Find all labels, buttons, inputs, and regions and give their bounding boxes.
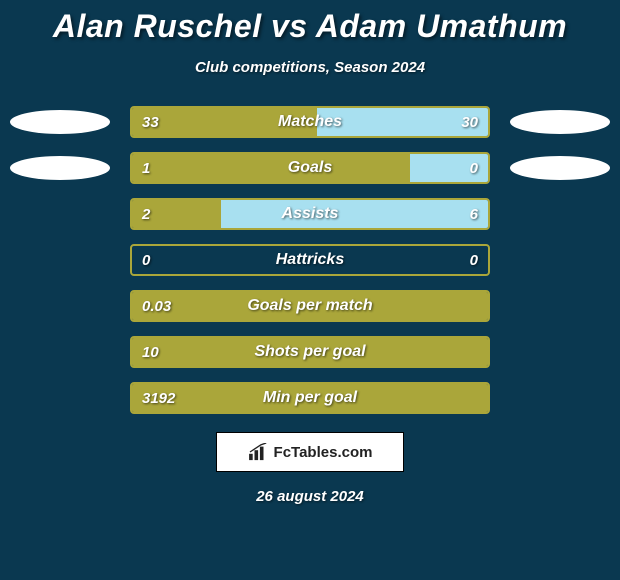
stat-label: Assists bbox=[132, 200, 488, 228]
stat-label: Shots per goal bbox=[132, 338, 488, 366]
stat-bar: 10Shots per goal bbox=[130, 336, 490, 368]
comparison-subtitle: Club competitions, Season 2024 bbox=[0, 59, 620, 76]
stat-bar: 10Goals bbox=[130, 152, 490, 184]
stat-bar: 26Assists bbox=[130, 198, 490, 230]
chart-icon bbox=[248, 443, 270, 461]
comparison-title: Alan Ruschel vs Adam Umathum bbox=[0, 0, 620, 45]
stat-bar: 00Hattricks bbox=[130, 244, 490, 276]
stats-chart: 3330Matches 10Goals 26Assists 00Hattricks 0.… bbox=[0, 106, 620, 414]
stat-bar: 0.03Goals per match bbox=[130, 290, 490, 322]
player-right-badge bbox=[510, 156, 610, 180]
stat-row: 3330Matches bbox=[10, 106, 610, 138]
stat-label: Hattricks bbox=[132, 246, 488, 274]
player-left-badge bbox=[10, 156, 110, 180]
stat-label: Matches bbox=[132, 108, 488, 136]
stat-label: Goals bbox=[132, 154, 488, 182]
stat-label: Min per goal bbox=[132, 384, 488, 412]
player-right-badge bbox=[510, 110, 610, 134]
watermark-text: FcTables.com bbox=[274, 444, 373, 461]
stat-row: 10Shots per goal bbox=[10, 336, 610, 368]
fctables-watermark: FcTables.com bbox=[216, 432, 404, 472]
stat-bar: 3330Matches bbox=[130, 106, 490, 138]
stat-bar: 3192Min per goal bbox=[130, 382, 490, 414]
stat-row: 00Hattricks bbox=[10, 244, 610, 276]
stat-row: 0.03Goals per match bbox=[10, 290, 610, 322]
player-left-badge bbox=[10, 110, 110, 134]
stat-label: Goals per match bbox=[132, 292, 488, 320]
stat-row: 10Goals bbox=[10, 152, 610, 184]
stat-row: 3192Min per goal bbox=[10, 382, 610, 414]
stat-row: 26Assists bbox=[10, 198, 610, 230]
snapshot-date: 26 august 2024 bbox=[0, 488, 620, 505]
